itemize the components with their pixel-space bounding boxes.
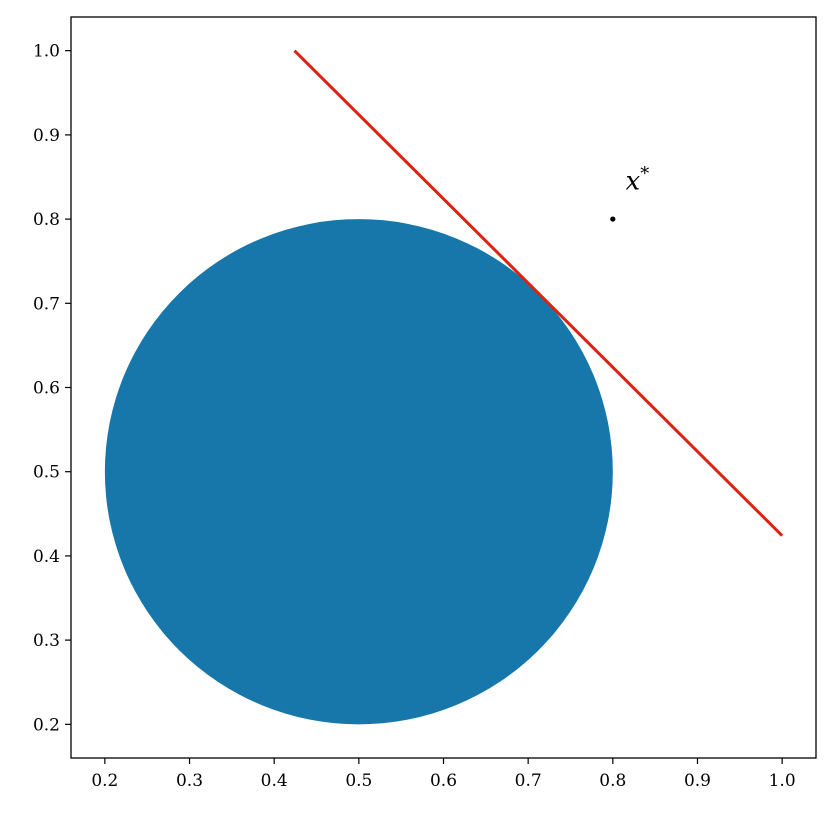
y-tick-label: 1.0: [33, 42, 60, 62]
x-tick-label: 0.5: [345, 771, 372, 791]
point-x-star: [610, 216, 616, 222]
x-tick-label: 0.7: [515, 771, 542, 791]
x-tick-label: 0.4: [261, 771, 288, 791]
circle-region: [104, 219, 613, 725]
x-tick-label: 0.6: [430, 771, 457, 791]
y-tick-label: 0.7: [33, 294, 60, 314]
y-tick-label: 0.8: [33, 210, 60, 230]
x-tick-label: 0.2: [91, 771, 118, 791]
y-tick-label: 0.9: [33, 126, 60, 146]
x-tick-label: 0.8: [599, 771, 626, 791]
y-tick-label: 0.6: [33, 379, 60, 399]
y-tick-label: 0.3: [33, 631, 60, 651]
y-tick-label: 0.2: [33, 715, 60, 735]
tangent-line: [293, 49, 784, 537]
x-tick-label: 1.0: [769, 771, 796, 791]
x-tick-label: 0.3: [176, 771, 203, 791]
y-tick-label: 0.4: [33, 547, 60, 567]
annotation-x-star: x*: [626, 164, 650, 197]
x-tick-label: 0.9: [684, 771, 711, 791]
y-tick-label: 0.5: [33, 463, 60, 483]
